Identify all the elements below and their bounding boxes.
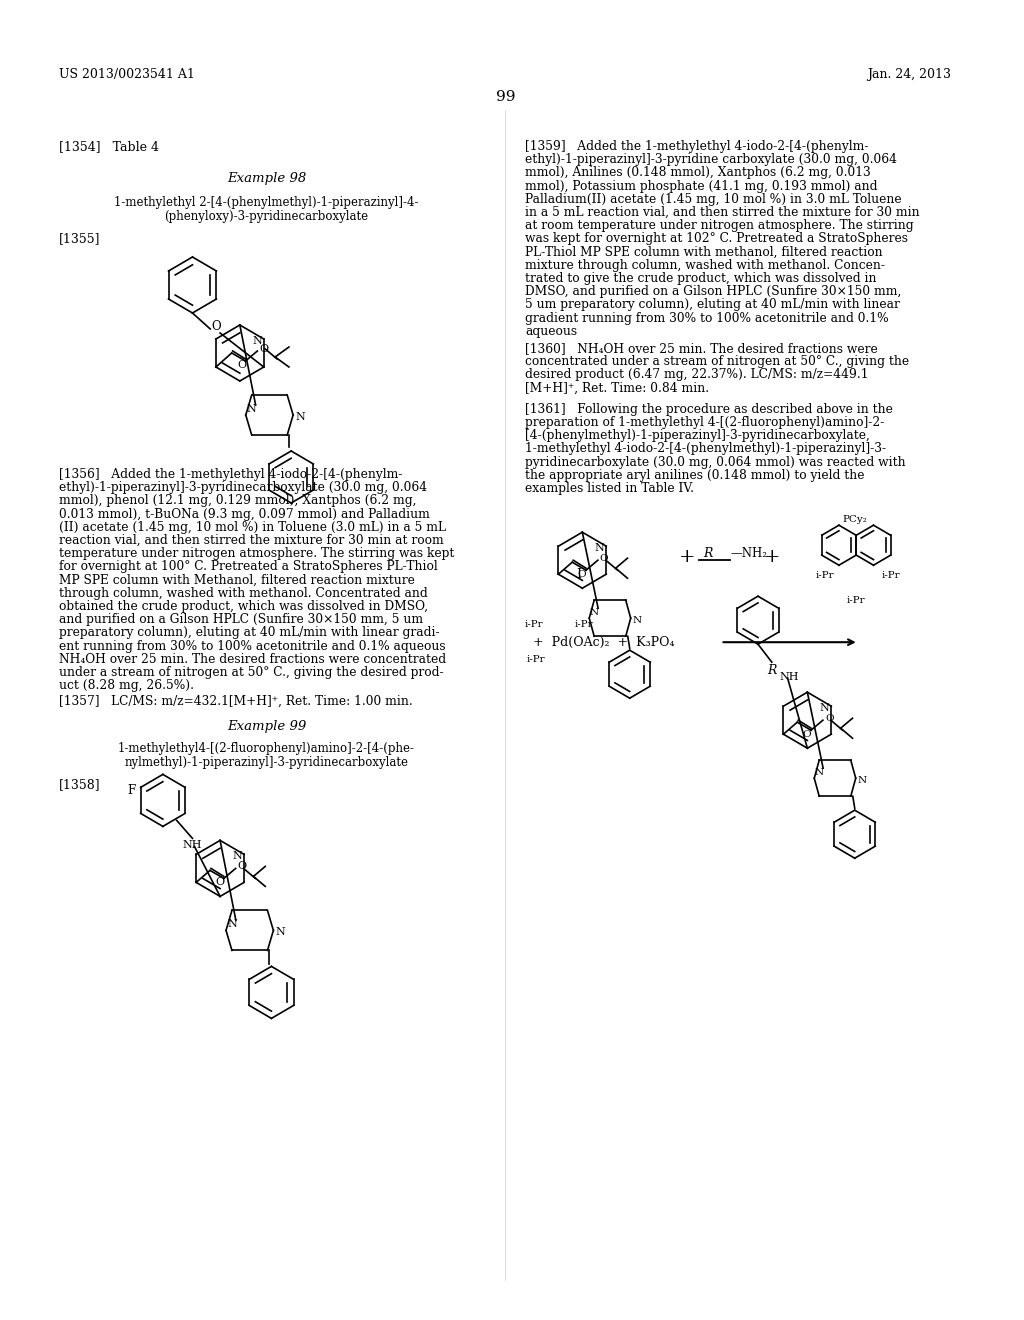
Text: O: O	[803, 730, 811, 739]
Text: (II) acetate (1.45 mg, 10 mol %) in Toluene (3.0 mL) in a 5 mL: (II) acetate (1.45 mg, 10 mol %) in Tolu…	[59, 521, 446, 533]
Text: N: N	[247, 404, 257, 414]
Text: [1357]   LC/MS: m/z=432.1[M+H]⁺, Ret. Time: 1.00 min.: [1357] LC/MS: m/z=432.1[M+H]⁺, Ret. Time…	[59, 694, 413, 708]
Text: +: +	[679, 548, 695, 566]
Text: mmol), phenol (12.1 mg, 0.129 mmol), Xantphos (6.2 mg,: mmol), phenol (12.1 mg, 0.129 mmol), Xan…	[59, 495, 417, 507]
Text: 99: 99	[496, 90, 515, 104]
Text: US 2013/0023541 A1: US 2013/0023541 A1	[59, 69, 196, 81]
Text: NH₄OH over 25 min. The desired fractions were concentrated: NH₄OH over 25 min. The desired fractions…	[59, 653, 446, 665]
Text: [M+H]⁺, Ret. Time: 0.84 min.: [M+H]⁺, Ret. Time: 0.84 min.	[525, 381, 710, 395]
Text: and purified on a Gilson HPLC (Sunfire 30×150 mm, 5 um: and purified on a Gilson HPLC (Sunfire 3…	[59, 614, 423, 626]
Text: 1-methylethyl4-[(2-fluorophenyl)amino]-2-[4-(phe-: 1-methylethyl4-[(2-fluorophenyl)amino]-2…	[118, 742, 415, 755]
Text: N: N	[232, 851, 242, 862]
Text: +  Pd(OAc)₂  +  K₃PO₄: + Pd(OAc)₂ + K₃PO₄	[525, 636, 675, 649]
Text: N: N	[633, 615, 642, 624]
Text: N: N	[227, 920, 237, 929]
Text: gradient running from 30% to 100% acetonitrile and 0.1%: gradient running from 30% to 100% aceton…	[525, 312, 889, 325]
Text: 0.013 mmol), t-BuONa (9.3 mg, 0.097 mmol) and Palladium: 0.013 mmol), t-BuONa (9.3 mg, 0.097 mmol…	[59, 508, 430, 520]
Text: through column, washed with methanol. Concentrated and: through column, washed with methanol. Co…	[59, 587, 428, 599]
Text: examples listed in Table IV.: examples listed in Table IV.	[525, 482, 694, 495]
Text: was kept for overnight at 102° C. Pretreated a StratoSpheres: was kept for overnight at 102° C. Pretre…	[525, 232, 908, 246]
Text: at room temperature under nitrogen atmosphere. The stirring: at room temperature under nitrogen atmos…	[525, 219, 913, 232]
Text: O: O	[825, 714, 834, 723]
Text: N: N	[858, 776, 867, 784]
Text: O: O	[237, 360, 246, 370]
Text: PL-Thiol MP SPE column with methanol, filtered reaction: PL-Thiol MP SPE column with methanol, fi…	[525, 246, 883, 259]
Text: i-Pr: i-Pr	[882, 570, 900, 579]
Text: [1361]   Following the procedure as described above in the: [1361] Following the procedure as descri…	[525, 403, 893, 416]
Text: i-Pr: i-Pr	[847, 595, 865, 605]
Text: I: I	[575, 568, 581, 581]
Text: trated to give the crude product, which was dissolved in: trated to give the crude product, which …	[525, 272, 877, 285]
Text: N: N	[819, 704, 829, 713]
Text: O: O	[211, 321, 221, 334]
Text: under a stream of nitrogen at 50° C., giving the desired prod-: under a stream of nitrogen at 50° C., gi…	[59, 667, 443, 678]
Text: ethyl)-1-piperazinyl]-3-pyridine carboxylate (30.0 mg, 0.064: ethyl)-1-piperazinyl]-3-pyridine carboxy…	[525, 153, 897, 166]
Text: [1355]: [1355]	[59, 232, 100, 246]
Text: mmol), Anilines (0.148 mmol), Xantphos (6.2 mg, 0.013: mmol), Anilines (0.148 mmol), Xantphos (…	[525, 166, 870, 180]
Text: preparation of 1-methylethyl 4-[(2-fluorophenyl)amino]-2-: preparation of 1-methylethyl 4-[(2-fluor…	[525, 416, 885, 429]
Text: i-Pr: i-Pr	[527, 655, 546, 664]
Text: [4-(phenylmethyl)-1-piperazinyl]-3-pyridinecarboxylate,: [4-(phenylmethyl)-1-piperazinyl]-3-pyrid…	[525, 429, 870, 442]
Text: R: R	[767, 664, 776, 677]
Text: nylmethyl)-1-piperazinyl]-3-pyridinecarboxylate: nylmethyl)-1-piperazinyl]-3-pyridinecarb…	[125, 756, 409, 770]
Text: preparatory column), eluting at 40 mL/min with linear gradi-: preparatory column), eluting at 40 mL/mi…	[59, 627, 440, 639]
Text: 5 um preparatory column), eluting at 40 mL/min with linear: 5 um preparatory column), eluting at 40 …	[525, 298, 900, 312]
Text: [1354]   Table 4: [1354] Table 4	[59, 140, 159, 153]
Text: uct (8.28 mg, 26.5%).: uct (8.28 mg, 26.5%).	[59, 680, 195, 692]
Text: O: O	[259, 345, 268, 354]
Text: 1-methylethyl 4-iodo-2-[4-(phenylmethyl)-1-piperazinyl]-3-: 1-methylethyl 4-iodo-2-[4-(phenylmethyl)…	[525, 442, 886, 455]
Text: temperature under nitrogen atmosphere. The stirring was kept: temperature under nitrogen atmosphere. T…	[59, 548, 455, 560]
Text: Palladium(II) acetate (1.45 mg, 10 mol %) in 3.0 mL Toluene: Palladium(II) acetate (1.45 mg, 10 mol %…	[525, 193, 902, 206]
Text: N: N	[595, 544, 604, 553]
Text: ethyl)-1-piperazinyl]-3-pyridinecarboxylate (30.0 mg, 0.064: ethyl)-1-piperazinyl]-3-pyridinecarboxyl…	[59, 482, 427, 494]
Text: mixture through column, washed with methanol. Concen-: mixture through column, washed with meth…	[525, 259, 885, 272]
Text: Jan. 24, 2013: Jan. 24, 2013	[867, 69, 951, 81]
Text: NH: NH	[182, 841, 202, 850]
Text: mmol), Potassium phosphate (41.1 mg, 0.193 mmol) and: mmol), Potassium phosphate (41.1 mg, 0.1…	[525, 180, 878, 193]
Text: [1356]   Added the 1-methylethyl 4-iodo-2-[4-(phenylm-: [1356] Added the 1-methylethyl 4-iodo-2-…	[59, 469, 402, 480]
Text: ent running from 30% to 100% acetonitrile and 0.1% aqueous: ent running from 30% to 100% acetonitril…	[59, 640, 445, 652]
Text: O: O	[238, 862, 247, 871]
Text: O: O	[600, 553, 608, 562]
Text: aqueous: aqueous	[525, 325, 578, 338]
Text: NH: NH	[779, 672, 799, 682]
Text: [1358]: [1358]	[59, 779, 100, 792]
Text: +: +	[764, 548, 780, 566]
Text: O: O	[215, 878, 224, 887]
Text: i-Pr: i-Pr	[815, 570, 834, 579]
Text: MP SPE column with Methanol, filtered reaction mixture: MP SPE column with Methanol, filtered re…	[59, 574, 415, 586]
Text: obtained the crude product, which was dissolved in DMSO,: obtained the crude product, which was di…	[59, 601, 428, 612]
Text: DMSO, and purified on a Gilson HPLC (Sunfire 30×150 mm,: DMSO, and purified on a Gilson HPLC (Sun…	[525, 285, 901, 298]
Text: i-Pr: i-Pr	[525, 620, 544, 630]
Text: R: R	[702, 546, 712, 560]
Text: O: O	[578, 570, 587, 578]
Text: F: F	[127, 784, 135, 797]
Text: Example 99: Example 99	[227, 721, 306, 734]
Text: i-Pr: i-Pr	[574, 620, 593, 630]
Text: 1-methylethyl 2-[4-(phenylmethyl)-1-piperazinyl]-4-: 1-methylethyl 2-[4-(phenylmethyl)-1-pipe…	[115, 195, 419, 209]
Text: desired product (6.47 mg, 22.37%). LC/MS: m/z=449.1: desired product (6.47 mg, 22.37%). LC/MS…	[525, 368, 868, 381]
Text: the appropriate aryl anilines (0.148 mmol) to yield the: the appropriate aryl anilines (0.148 mmo…	[525, 469, 864, 482]
Text: PCy₂: PCy₂	[843, 515, 867, 524]
Text: N: N	[252, 337, 262, 346]
Text: Example 98: Example 98	[227, 172, 306, 185]
Text: in a 5 mL reaction vial, and then stirred the mixture for 30 min: in a 5 mL reaction vial, and then stirre…	[525, 206, 920, 219]
Text: concentrated under a stream of nitrogen at 50° C., giving the: concentrated under a stream of nitrogen …	[525, 355, 909, 368]
Text: for overnight at 100° C. Pretreated a StratoSpheres PL-Thiol: for overnight at 100° C. Pretreated a St…	[59, 561, 438, 573]
Text: N: N	[590, 607, 599, 616]
Text: reaction vial, and then stirred the mixture for 30 min at room: reaction vial, and then stirred the mixt…	[59, 535, 444, 546]
Text: N: N	[815, 768, 823, 776]
Text: [1359]   Added the 1-methylethyl 4-iodo-2-[4-(phenylm-: [1359] Added the 1-methylethyl 4-iodo-2-…	[525, 140, 868, 153]
Text: N: N	[275, 928, 285, 937]
Text: [1360]   NH₄OH over 25 min. The desired fractions were: [1360] NH₄OH over 25 min. The desired fr…	[525, 342, 878, 355]
Text: pyridinecarboxylate (30.0 mg, 0.064 mmol) was reacted with: pyridinecarboxylate (30.0 mg, 0.064 mmol…	[525, 455, 905, 469]
Text: (phenyloxy)-3-pyridinecarboxylate: (phenyloxy)-3-pyridinecarboxylate	[165, 210, 369, 223]
Text: —NH₂: —NH₂	[730, 546, 767, 560]
Text: N: N	[295, 412, 305, 422]
